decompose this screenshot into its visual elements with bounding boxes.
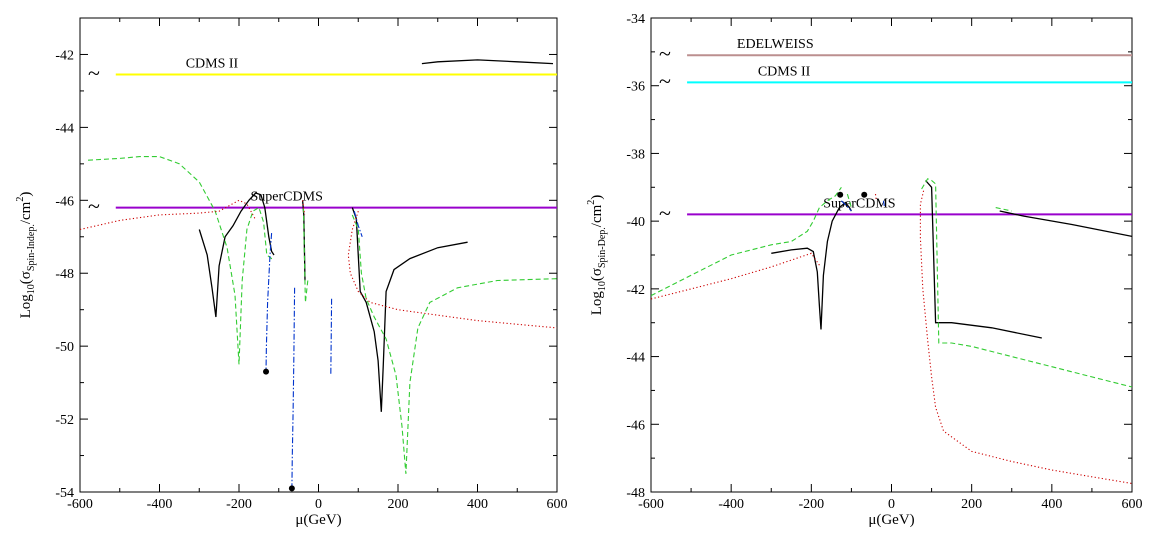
series-dash-dot-blue [265, 233, 273, 372]
y-tick-label: -36 [626, 80, 645, 95]
x-tick-label: 400 [1041, 497, 1062, 512]
x-tick-label: -600 [67, 497, 93, 512]
y-axis-label: Log10(σSpin-Indep./cm2) [15, 192, 37, 319]
series-solid-black [999, 210, 1132, 238]
x-tick-label: 200 [961, 497, 982, 512]
x-tick-label: 400 [467, 497, 488, 512]
series-dotted-red [302, 200, 306, 215]
y-tick-label: -48 [626, 486, 645, 501]
spin-dependent-panel: -600 -400 -200 0 200 400 600 -48 -46 -44 -42 -40 -38… [586, 12, 1143, 528]
series-dashed-green [651, 186, 842, 297]
y-tick-label: -52 [55, 413, 74, 428]
y-tick-label: -34 [626, 12, 645, 27]
limit-tilde: ~ [659, 41, 671, 66]
x-axis-label: μ(GeV) [868, 512, 914, 528]
y-tick-label: -50 [55, 340, 74, 355]
x-axis-label: μ(GeV) [295, 512, 341, 528]
series-dotted-red [80, 199, 256, 231]
series-solid-black [351, 207, 468, 412]
y-tick-label: -44 [55, 121, 74, 136]
limit-tilde: ~ [88, 61, 100, 86]
y-tick-label: -54 [55, 486, 74, 501]
series-solid-black [198, 192, 275, 318]
y-tick-label: -44 [626, 351, 645, 366]
series-dash-dot-blue [291, 287, 296, 489]
y-tick-label: -42 [626, 283, 645, 298]
limit-tilde: ~ [659, 68, 671, 93]
y-tick-label: -46 [626, 418, 645, 433]
spin-independent-panel: -600 -400 -200 0 200 400 600 -54 -52 -50 -48 -46 -44… [15, 17, 568, 528]
series-solid-black [421, 59, 554, 65]
x-tick-label: 200 [388, 497, 409, 512]
series-dash-dot-blue [841, 200, 852, 212]
series-dash-dot-blue [330, 298, 333, 376]
series-dotted-red [874, 194, 877, 201]
series-solid-black [771, 201, 852, 330]
x-tick-label: -200 [226, 497, 252, 512]
x-tick-label: 0 [888, 497, 895, 512]
series-dashed-green [846, 193, 852, 208]
y-tick-label: -38 [626, 147, 645, 162]
y-tick-label: -46 [55, 194, 74, 209]
data-point-marker [837, 191, 844, 198]
limit-label: CDMS II [186, 57, 239, 72]
series-dashed-green [995, 207, 1012, 212]
limit-label: SuperCDMS [251, 190, 323, 205]
limit-tilde: ~ [659, 200, 671, 225]
limit-label: EDELWEISS [737, 37, 814, 52]
limit-label: CDMS II [758, 64, 811, 79]
plot-frame [79, 17, 558, 493]
y-axis-label: Log10(σSpin-Dep./cm2) [586, 195, 608, 316]
data-point-marker [861, 191, 868, 198]
limit-tilde: ~ [88, 194, 100, 219]
series-dashed-green [351, 214, 557, 474]
series-dash-dot-blue [353, 211, 363, 237]
x-tick-label: 600 [547, 497, 568, 512]
plot-frame [650, 17, 1133, 493]
x-tick-label: -600 [638, 497, 664, 512]
x-tick-label: -200 [798, 497, 824, 512]
x-tick-label: -400 [147, 497, 173, 512]
series-dotted-red [347, 211, 557, 329]
series-dashed-green [921, 178, 1132, 388]
y-tick-label: -48 [55, 267, 74, 282]
y-tick-label: -42 [55, 48, 74, 63]
data-point-marker [263, 368, 270, 375]
series-dashed-green [87, 156, 275, 365]
limit-label: SuperCDMS [823, 196, 895, 211]
series-dash-dot-blue [882, 200, 885, 206]
x-tick-label: -400 [718, 497, 744, 512]
series-dotted-red [651, 252, 820, 300]
series-dotted-red [919, 190, 1132, 485]
x-tick-label: 0 [315, 497, 322, 512]
x-tick-label: 600 [1122, 497, 1143, 512]
series-solid-black [925, 180, 1042, 339]
data-point-marker [288, 485, 295, 492]
y-tick-label: -40 [626, 215, 645, 230]
